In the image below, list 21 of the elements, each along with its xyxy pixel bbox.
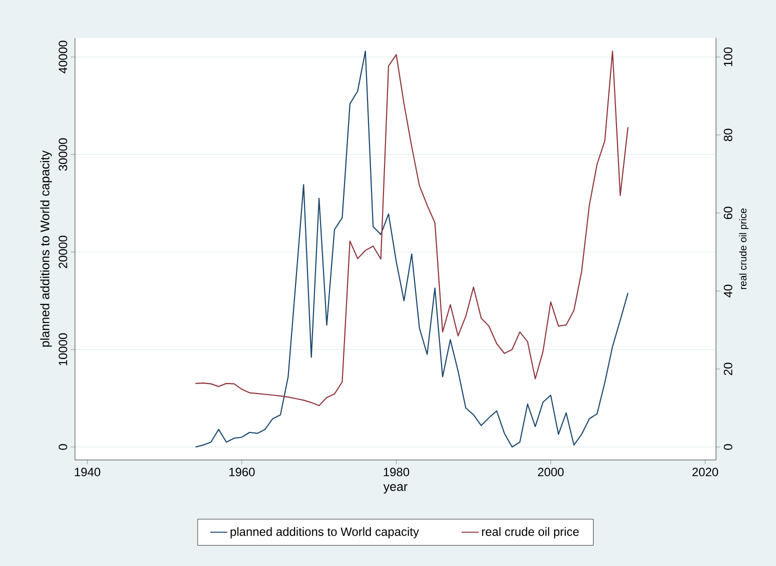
y-tick-label: 30000 [58,138,68,171]
x-tick-label: 1980 [384,468,410,476]
x-tick-label: 2000 [538,468,564,476]
x-axis-title: year [383,484,408,494]
y2-axis-title: real crude oil price [739,208,748,290]
y2-tick-label: 80 [724,128,732,142]
legend-label: real crude oil price [482,527,579,538]
y2-tick-label: 20 [724,362,732,376]
y-tick-label: 20000 [58,236,68,268]
x-tick-label: 1960 [229,468,255,476]
y-tick-label: 10000 [58,333,68,366]
y-axis-title: planned additions to World capacity [40,150,52,347]
y2-tick-label: 100 [724,47,732,66]
y2-tick-label: 60 [724,206,732,220]
y2-tick-label: 40 [724,284,732,298]
y-tick-label: 0 [58,444,68,450]
y-tick-label: 40000 [58,40,68,74]
x-tick-label: 2020 [692,468,718,476]
y2-tick-label: 0 [724,444,732,450]
x-tick-label: 1940 [74,468,100,476]
legend-label: planned additions to World capacity [230,527,420,538]
